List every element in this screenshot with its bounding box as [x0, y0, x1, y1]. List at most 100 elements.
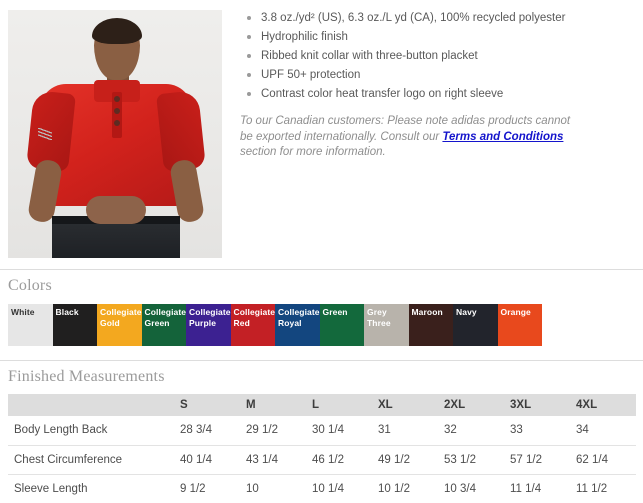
- cell-m: 43 1/4: [240, 444, 306, 474]
- swatch-label: Collegiate Royal: [278, 307, 320, 328]
- cell-xl: 10 1/2: [372, 473, 438, 503]
- measurements-heading: Finished Measurements: [8, 368, 165, 385]
- cell-m: 29 1/2: [246, 424, 278, 437]
- product-overview: 3.8 oz./yd² (US), 6.3 oz./L yd (CA), 100…: [0, 0, 643, 262]
- column-header-m: M: [240, 394, 306, 416]
- polo-button-3: [114, 120, 120, 126]
- feature-text: 3.8 oz./yd² (US), 6.3 oz./L yd (CA), 100…: [261, 12, 566, 24]
- list-item: UPF 50+ protection: [240, 67, 629, 83]
- cell-xl: 31: [378, 424, 391, 437]
- color-swatch-collegiate-royal[interactable]: Collegiate Royal: [275, 304, 320, 346]
- column-header-4xl: 4XL: [570, 394, 636, 416]
- swatch-label: White: [11, 307, 35, 317]
- product-details: 3.8 oz./yd² (US), 6.3 oz./L yd (CA), 100…: [230, 0, 643, 161]
- divider-above-measurements: [0, 360, 643, 361]
- color-swatch-orange[interactable]: Orange: [497, 304, 542, 346]
- note-text-after: section for more information.: [240, 146, 386, 158]
- bullet-icon: [247, 73, 251, 77]
- product-photo[interactable]: [8, 10, 222, 258]
- cell-3xl: 33: [510, 424, 523, 437]
- terms-and-conditions-link[interactable]: Terms and Conditions: [442, 130, 564, 143]
- swatch-label: Collegiate Purple: [189, 307, 231, 328]
- list-item: 3.8 oz./yd² (US), 6.3 oz./L yd (CA), 100…: [240, 10, 629, 26]
- column-header-3xl: 3XL: [504, 394, 570, 416]
- column-header-l: L: [306, 394, 372, 416]
- polo-placket: [112, 92, 122, 138]
- table-row: Sleeve Length 9 1/2 10 10 1/4 10 1/2 10 …: [8, 473, 636, 503]
- row-label: Sleeve Length: [8, 473, 174, 503]
- cell-2xl: 10 3/4: [438, 473, 504, 503]
- row-label: Body Length Back: [14, 424, 108, 437]
- color-swatch-white[interactable]: White: [8, 304, 53, 346]
- polo-collar: [94, 80, 140, 102]
- color-swatch-grey-three[interactable]: Grey Three: [364, 304, 409, 346]
- cell-s: 28 3/4: [180, 424, 212, 437]
- canadian-customers-note: To our Canadian customers: Please note a…: [240, 114, 580, 161]
- color-swatch-green[interactable]: Green: [319, 304, 364, 346]
- cell-3xl: 11 1/4: [504, 473, 570, 503]
- finished-measurements-table: S M L XL 2XL 3XL 4XL Body Length Back 28…: [8, 394, 636, 503]
- cell-3xl: 57 1/2: [504, 444, 570, 474]
- table-header-row: S M L XL 2XL 3XL 4XL: [8, 394, 636, 416]
- color-swatch-navy[interactable]: Navy: [453, 304, 498, 346]
- cell-xl: 49 1/2: [372, 444, 438, 474]
- color-swatch-row: White Black Collegiate Gold Collegiate G…: [8, 304, 542, 346]
- bullet-icon: [247, 54, 251, 58]
- color-swatch-collegiate-red[interactable]: Collegiate Red: [230, 304, 276, 346]
- color-swatch-maroon[interactable]: Maroon: [408, 304, 453, 346]
- color-swatch-collegiate-purple[interactable]: Collegiate Purple: [186, 304, 231, 346]
- swatch-label: Collegiate Red: [233, 307, 276, 328]
- color-swatch-collegiate-green[interactable]: Collegiate Green: [141, 304, 187, 346]
- bullet-icon: [247, 16, 251, 20]
- feature-text: Contrast color heat transfer logo on rig…: [261, 88, 504, 100]
- feature-text: UPF 50+ protection: [261, 69, 361, 81]
- column-header-s: S: [174, 394, 240, 416]
- divider-above-colors: [0, 269, 643, 270]
- swatch-label: Orange: [500, 307, 531, 317]
- cell-l: 30 1/4: [312, 424, 344, 437]
- polo-button-1: [114, 96, 120, 102]
- polo-button-2: [114, 108, 120, 114]
- column-header-blank: [8, 394, 174, 416]
- color-swatch-black[interactable]: Black: [52, 304, 97, 346]
- model-hair: [92, 18, 142, 44]
- cell-s: 40 1/4: [174, 444, 240, 474]
- cell-4xl: 11 1/2: [570, 473, 636, 503]
- bullet-icon: [247, 92, 251, 96]
- color-swatch-collegiate-gold[interactable]: Collegiate Gold: [97, 304, 142, 346]
- feature-text: Ribbed knit collar with three-button pla…: [261, 50, 478, 62]
- swatch-label: Black: [55, 307, 79, 317]
- adidas-logo-icon: [38, 128, 52, 140]
- swatch-label: Green: [322, 307, 348, 317]
- cell-2xl: 53 1/2: [438, 444, 504, 474]
- swatch-label: Grey Three: [367, 307, 391, 328]
- list-item: Contrast color heat transfer logo on rig…: [240, 86, 629, 102]
- colors-heading: Colors: [8, 277, 52, 294]
- cell-s: 9 1/2: [174, 473, 240, 503]
- product-photo-container[interactable]: [0, 0, 230, 262]
- column-header-2xl: 2XL: [438, 394, 504, 416]
- bullet-icon: [247, 35, 251, 39]
- table-row: Chest Circumference 40 1/4 43 1/4 46 1/2…: [8, 444, 636, 474]
- note-text-before: To our Canadian customers: Please note a…: [240, 115, 571, 143]
- list-item: Ribbed knit collar with three-button pla…: [240, 48, 629, 64]
- feature-text: Hydrophilic finish: [261, 31, 348, 43]
- column-header-xl: XL: [372, 394, 438, 416]
- row-label: Chest Circumference: [8, 444, 174, 474]
- cell-4xl: 34: [576, 424, 589, 437]
- cell-4xl: 62 1/4: [570, 444, 636, 474]
- swatch-label: Navy: [456, 307, 477, 317]
- cell-m: 10: [240, 473, 306, 503]
- table-body: Body Length Back 28 3/4 29 1/2 30 1/4 31…: [8, 416, 636, 503]
- swatch-label: Collegiate Green: [144, 307, 187, 328]
- feature-list: 3.8 oz./yd² (US), 6.3 oz./L yd (CA), 100…: [240, 10, 629, 102]
- list-item: Hydrophilic finish: [240, 29, 629, 45]
- swatch-label: Maroon: [411, 307, 443, 317]
- model-hands: [86, 196, 146, 224]
- table-header: S M L XL 2XL 3XL 4XL: [8, 394, 636, 416]
- swatch-label: Collegiate Gold: [100, 307, 142, 328]
- cell-2xl: 32: [444, 424, 457, 437]
- table-row: Body Length Back 28 3/4 29 1/2 30 1/4 31…: [8, 416, 636, 445]
- cell-l: 10 1/4: [306, 473, 372, 503]
- cell-l: 46 1/2: [306, 444, 372, 474]
